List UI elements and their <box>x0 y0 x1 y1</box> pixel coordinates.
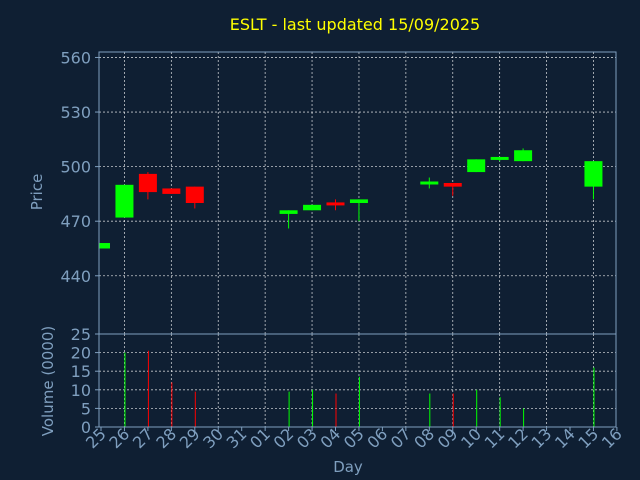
candlesticks <box>99 148 603 249</box>
candle-body <box>443 182 462 187</box>
price-tick-label: 530 <box>60 103 91 122</box>
candle-body <box>349 199 368 204</box>
price-tick-label: 500 <box>60 158 91 177</box>
volume-tick-label: 0 <box>81 418 91 437</box>
candle-body <box>420 181 439 185</box>
candle-body <box>99 243 110 249</box>
volume-tick-label: 20 <box>71 344 91 363</box>
candle-body <box>514 150 533 162</box>
volume-grid <box>99 334 616 427</box>
candle-body <box>467 159 486 173</box>
candle-body <box>490 156 509 160</box>
chart-title: ESLT - last updated 15/09/2025 <box>230 15 480 34</box>
candle-body <box>303 204 322 211</box>
candle-body <box>115 184 134 218</box>
day-axis-ticks: 2526272829303101020304050607080910111213… <box>82 424 626 452</box>
volume-tick-label: 5 <box>81 399 91 418</box>
price-tick-label: 560 <box>60 48 91 67</box>
candle-body <box>185 186 204 204</box>
candle-body <box>162 188 181 194</box>
volume-panel-frame <box>98 333 617 428</box>
price-tick-label: 470 <box>60 212 91 231</box>
candle-body <box>326 202 345 206</box>
volume-tick-label: 10 <box>71 381 91 400</box>
day-axis-label: Day <box>333 458 363 476</box>
candle-body <box>138 173 157 193</box>
day-tick-label: 16 <box>598 424 626 452</box>
price-axis-label: Price <box>28 174 46 211</box>
volume-bars <box>124 350 595 427</box>
price-tick-label: 440 <box>60 267 91 286</box>
candle-body <box>584 161 603 187</box>
candle-body <box>279 210 298 214</box>
volume-tick-label: 15 <box>71 362 91 381</box>
price-axis-ticks: 440 470 500 530 560 <box>60 48 99 286</box>
volume-axis-label: Volume (0000) <box>39 326 57 436</box>
volume-tick-label: 25 <box>71 325 91 344</box>
